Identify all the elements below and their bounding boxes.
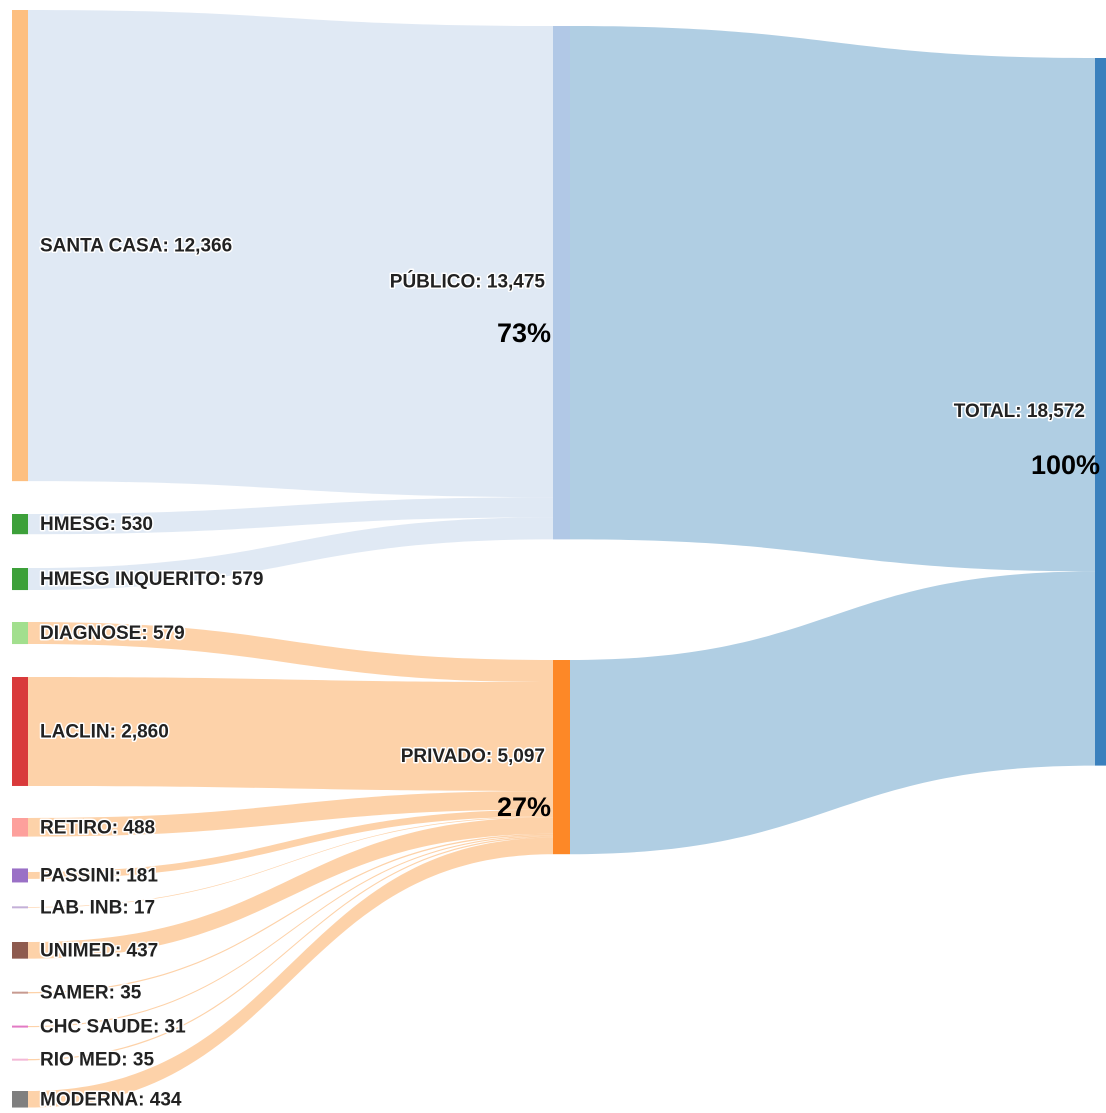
link: [28, 836, 553, 1061]
source-label: UNIMED: 437: [40, 940, 158, 961]
link: [28, 835, 553, 1028]
source-node: [12, 10, 28, 482]
link: [570, 571, 1095, 855]
source-node: [12, 1025, 28, 1028]
link: [28, 677, 553, 792]
source-label: DIAGNOSE: 579: [40, 623, 185, 644]
total-percent: 100%: [1031, 450, 1100, 480]
group-node: [553, 26, 570, 540]
link: [570, 26, 1095, 572]
links: [28, 10, 1095, 1108]
link: [28, 10, 553, 498]
total-label: TOTAL: 18,572: [954, 401, 1085, 422]
source-node: [12, 818, 28, 837]
group-label: PÚBLICO: 13,475: [390, 271, 546, 293]
source-label: HMESG: 530: [40, 514, 153, 535]
group-percent: 73%: [497, 318, 551, 348]
link: [28, 517, 553, 591]
link: [28, 816, 553, 908]
source-node: [12, 991, 28, 994]
source-label: RETIRO: 488: [40, 817, 155, 838]
group-node: [553, 660, 570, 855]
total-node: [1095, 58, 1106, 766]
source-label: MODERNA: 434: [40, 1089, 182, 1110]
source-node: [12, 622, 28, 645]
source-label: LAB. INB: 17: [40, 897, 155, 918]
group-percent: 27%: [497, 792, 551, 822]
link: [28, 497, 553, 535]
source-label: LACLIN: 2,860: [40, 721, 169, 742]
link: [28, 622, 553, 683]
group-label: PRIVADO: 5,097: [401, 746, 545, 767]
link: [28, 817, 553, 959]
link: [28, 791, 553, 837]
link: [28, 837, 553, 1108]
source-node: [12, 906, 28, 909]
source-node: [12, 514, 28, 535]
source-node: [12, 1091, 28, 1108]
source-node: [12, 677, 28, 786]
source-label: CHC SAUDE: 31: [40, 1017, 186, 1038]
source-label: RIO MED: 35: [40, 1050, 154, 1071]
source-node: [12, 942, 28, 959]
link: [28, 809, 553, 879]
source-label: PASSINI: 181: [40, 865, 158, 886]
source-label: SAMER: 35: [40, 983, 142, 1004]
source-node: [12, 568, 28, 591]
source-label: SANTA CASA: 12,366: [40, 236, 232, 257]
source-node: [12, 1058, 28, 1061]
link: [28, 833, 553, 994]
source-label: HMESG INQUERITO: 579: [40, 569, 263, 590]
source-node: [12, 868, 28, 883]
